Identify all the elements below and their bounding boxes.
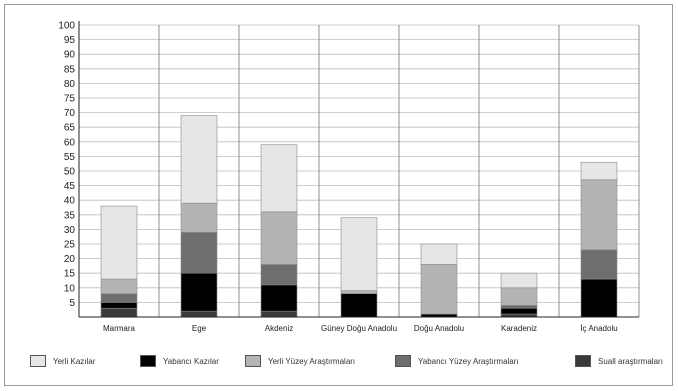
x-tick-label: Güney Doğu Anadolu — [321, 324, 397, 333]
x-tick-label: İç Anadolu — [580, 324, 617, 333]
legend-item: Suall araştırmaları — [575, 355, 663, 367]
bar-segment — [180, 202, 218, 233]
legend-swatch — [30, 355, 46, 367]
x-tick-label: Ege — [192, 324, 207, 333]
y-tick-label: 70 — [64, 108, 76, 119]
bar-segment — [100, 307, 138, 318]
bar-segment — [260, 211, 298, 265]
legend-swatch — [395, 355, 411, 367]
bar-segment — [180, 232, 218, 274]
legend-label: Yabancı Yüzey Araştırmaları — [418, 356, 519, 366]
legend-swatch — [140, 355, 156, 367]
bar-segment — [580, 179, 618, 251]
bar-segment — [260, 284, 298, 312]
chart-frame: 5 10 15 20 25 30 35 40 45 50 55 60 65 70 75 80 85 90 95 100… — [4, 4, 673, 386]
y-tick-label: 40 — [64, 196, 76, 207]
y-tick-label: 55 — [64, 152, 76, 163]
bar-segment — [500, 287, 538, 306]
bar-segment — [500, 305, 538, 309]
chart-legend: Yerli Kazılar Yabancı Kazılar Yerli Yüzey … — [15, 355, 675, 375]
y-tick-label: 15 — [64, 269, 76, 280]
y-tick-label: 45 — [64, 181, 76, 192]
y-tick-label: 5 — [69, 298, 75, 309]
y-tick-label: 95 — [64, 35, 76, 46]
bar-segment — [420, 243, 458, 265]
x-tick-label: Doğu Anadolu — [414, 324, 464, 333]
bar-segment — [260, 310, 298, 318]
y-tick-label: 90 — [64, 50, 76, 61]
legend-item: Yabancı Kazılar — [140, 355, 219, 367]
y-tick-label: 75 — [64, 94, 76, 105]
bar-segment — [340, 293, 378, 318]
y-tick-label: 80 — [64, 79, 76, 90]
y-tick-label: 100 — [58, 21, 75, 32]
x-tick-label: Akdeniz — [265, 324, 293, 333]
legend-label: Yabancı Kazılar — [163, 356, 219, 366]
legend-item: Yabancı Yüzey Araştırmaları — [395, 355, 519, 367]
bar-segment — [340, 290, 378, 294]
bar-segment — [100, 278, 138, 294]
y-tick-label: 50 — [64, 167, 76, 178]
y-tick-label: 35 — [64, 210, 76, 221]
legend-item: Yerli Kazılar — [30, 355, 95, 367]
bar-segment — [580, 278, 618, 318]
bar-segment — [180, 310, 218, 318]
y-tick-label: 10 — [64, 283, 76, 294]
bar-segment — [500, 272, 538, 289]
x-tick-label: Karadeniz — [501, 324, 537, 333]
stacked-bar-chart: 5 10 15 20 25 30 35 40 45 50 55 60 65 70 75 80 85 90 95 100… — [58, 21, 640, 333]
y-tick-label: 60 — [64, 137, 76, 148]
x-tick-label: Marmara — [103, 324, 136, 333]
y-tick-label: 65 — [64, 123, 76, 134]
legend-label: Suall araştırmaları — [598, 356, 663, 366]
y-tick-label: 20 — [64, 254, 76, 265]
bar-segment — [100, 302, 138, 309]
bar-segment — [260, 264, 298, 286]
y-tick-label: 85 — [64, 64, 76, 75]
bar-segment — [100, 293, 138, 303]
bar-segment — [180, 272, 218, 312]
legend-swatch — [245, 355, 261, 367]
bar-segment — [180, 115, 218, 204]
bar-segment — [420, 264, 458, 315]
legend-label: Yerli Kazılar — [53, 356, 96, 366]
y-tick-label: 30 — [64, 225, 76, 236]
legend-label: Yerli Yüzey Araştırmaları — [268, 356, 356, 366]
bar-segment — [340, 217, 378, 292]
bar-segment — [580, 161, 618, 181]
legend-swatch — [575, 355, 591, 367]
bar-segment — [260, 144, 298, 213]
y-tick-label: 25 — [64, 240, 76, 251]
bar-segment — [100, 205, 138, 280]
bar-segment — [500, 307, 538, 315]
legend-item: Yerli Yüzey Araştırmaları — [245, 355, 355, 367]
bar-segment — [580, 249, 618, 280]
